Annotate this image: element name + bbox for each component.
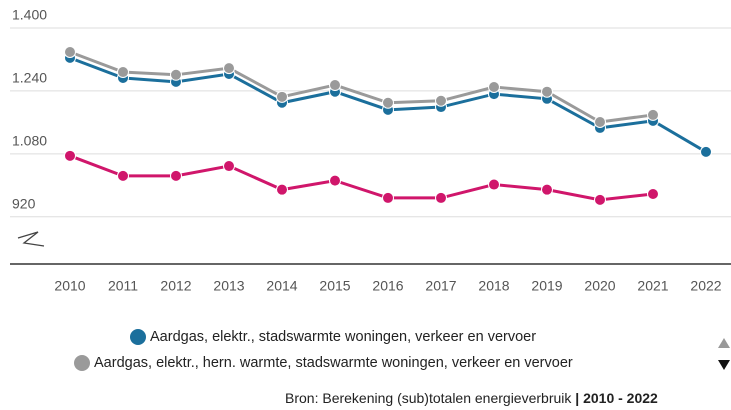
point [382, 191, 394, 204]
x-tick-label: 2017 [425, 278, 456, 294]
x-tick-label: 2020 [584, 278, 615, 294]
x-tick-label: 2014 [266, 278, 297, 294]
point [541, 183, 553, 196]
point [170, 68, 182, 81]
point [541, 85, 553, 98]
x-tick-label: 2018 [478, 278, 509, 294]
x-tick-label: 2013 [213, 278, 244, 294]
point [117, 169, 129, 182]
scroll-up[interactable] [718, 338, 730, 348]
point [276, 90, 288, 103]
y-tick-label: 1.240 [12, 70, 47, 86]
y-tick-label: 1.080 [12, 133, 47, 149]
point [594, 193, 606, 206]
point [435, 191, 447, 204]
point [117, 66, 129, 79]
point [64, 149, 76, 162]
point [594, 116, 606, 129]
x-tick-label: 2012 [160, 278, 191, 294]
x-tick-label: 2021 [637, 278, 668, 294]
series-line [69, 154, 654, 202]
x-tick-label: 2010 [54, 278, 85, 294]
y-tick-label: 920 [12, 196, 36, 212]
point [329, 174, 341, 187]
x-tick-label: 2022 [690, 278, 721, 294]
point [223, 62, 235, 75]
source: Bron: Berekening (sub)totalen energiever… [285, 390, 658, 406]
y-tick-label: 1.400 [12, 7, 47, 23]
series-line [69, 50, 654, 124]
point [223, 160, 235, 173]
axis-break [17, 231, 45, 247]
legend-label: Aardgas, elektr., stadswarmte woningen, … [150, 329, 536, 345]
x-tick-label: 2016 [372, 278, 403, 294]
point [700, 145, 712, 158]
legend-marker [74, 355, 90, 371]
point [170, 169, 182, 182]
point [488, 81, 500, 93]
legend-marker [130, 329, 146, 345]
source-text: Bron: Berekening (sub)totalen energiever… [285, 390, 572, 406]
legend-label: Aardgas, elektr., hern. warmte, stadswar… [94, 355, 573, 371]
point [64, 45, 76, 58]
point [382, 96, 394, 109]
source-period: | 2010 - 2022 [575, 390, 658, 406]
point [647, 187, 659, 200]
scroll-down[interactable] [718, 360, 730, 370]
point [276, 183, 288, 196]
x-tick-label: 2015 [319, 278, 350, 294]
point [435, 94, 447, 107]
x-tick-label: 2011 [108, 278, 138, 294]
point [647, 108, 659, 121]
point [329, 79, 341, 92]
point [488, 178, 500, 191]
x-tick-label: 2019 [531, 278, 562, 294]
